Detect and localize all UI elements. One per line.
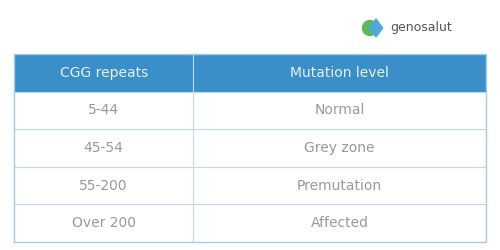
Text: Over 200: Over 200 (72, 216, 136, 230)
Circle shape (362, 20, 378, 36)
Text: Affected: Affected (310, 216, 368, 230)
Bar (14, 54, 486, 92)
Text: CGG repeats: CGG repeats (60, 66, 148, 80)
Text: 5-44: 5-44 (88, 104, 119, 118)
Bar (14, 92, 486, 129)
Text: 45-54: 45-54 (84, 141, 124, 155)
Text: Premutation: Premutation (297, 178, 382, 192)
Bar (14, 54, 486, 242)
Bar (14, 204, 486, 242)
Text: Grey zone: Grey zone (304, 141, 375, 155)
Bar (14, 167, 486, 204)
Bar (14, 54, 486, 242)
Text: Mutation level: Mutation level (290, 66, 389, 80)
Text: 55-200: 55-200 (80, 178, 128, 192)
Polygon shape (369, 19, 383, 37)
Text: genosalut: genosalut (390, 22, 452, 35)
Text: Normal: Normal (314, 104, 365, 118)
Bar (14, 129, 486, 167)
